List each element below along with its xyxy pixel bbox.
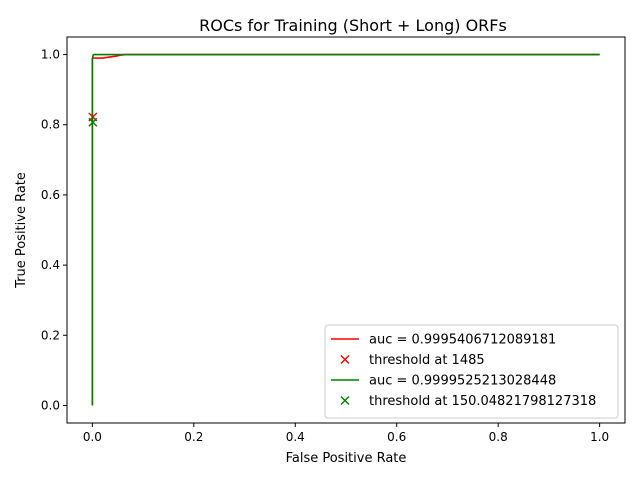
y-tick-label: 0.4	[41, 258, 60, 272]
y-tick-label: 0.2	[41, 328, 60, 342]
y-tick-label: 1.0	[41, 48, 60, 62]
roc-curve-2	[91, 53, 600, 406]
x-axis-label: False Positive Rate	[286, 451, 407, 466]
marker-stroke	[340, 355, 350, 364]
plot-area-frame	[66, 36, 626, 424]
legend-label: auc = 0.9995406712089181	[369, 333, 556, 348]
x-tick-label: 0.2	[184, 430, 203, 444]
legend-marker-swatch	[340, 355, 350, 364]
x-tick-label: 1.0	[590, 430, 609, 444]
legend: auc = 0.9995406712089181 threshold at 148…	[324, 324, 619, 419]
x-tick-label: 0.0	[83, 430, 102, 444]
x-tick-label: 0.6	[387, 430, 406, 444]
x-axis: 0.0 0.2 0.4 0.6 0.8 1.0	[83, 423, 609, 444]
threshold-marker-3	[88, 117, 98, 127]
chart-title: ROCs for Training (Short + Long) ORFs	[199, 16, 507, 35]
series-layer	[88, 53, 600, 406]
legend-marker-swatch	[340, 396, 350, 405]
y-tick-label: 0.6	[41, 188, 60, 202]
legend-label: threshold at 150.04821798127318	[369, 394, 596, 409]
y-tick-label: 0.8	[41, 118, 60, 132]
y-axis: 0.0 0.2 0.4 0.6 0.8 1.0	[41, 48, 67, 412]
y-tick-label: 0.0	[41, 398, 60, 412]
marker-stroke	[340, 396, 350, 405]
legend-label: auc = 0.9999525213028448	[369, 374, 556, 389]
legend-box	[324, 324, 619, 419]
x-tick-label: 0.4	[286, 430, 305, 444]
y-axis-label: True Positive Rate	[14, 172, 29, 289]
marker-stroke	[88, 117, 98, 127]
x-tick-label: 0.8	[489, 430, 508, 444]
legend-label: threshold at 1485	[369, 353, 485, 368]
